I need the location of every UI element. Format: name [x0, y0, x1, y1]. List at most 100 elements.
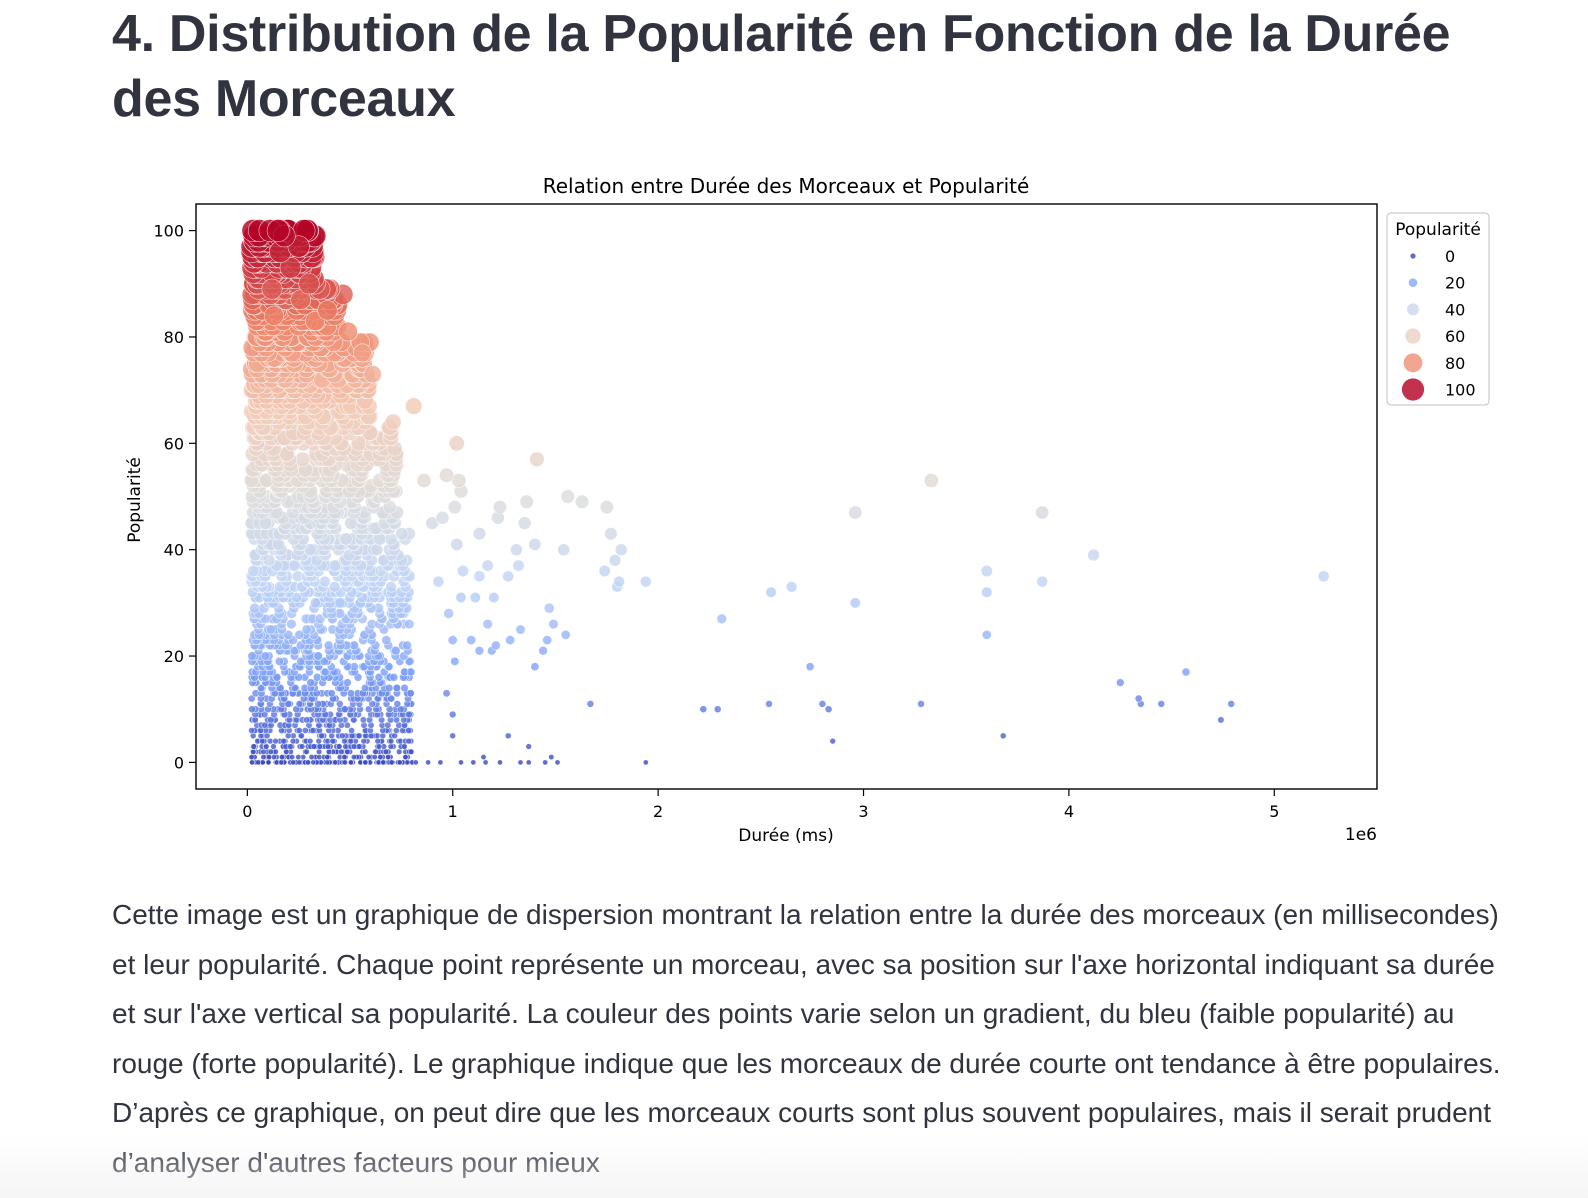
cluster-point	[404, 656, 414, 666]
y-tick-label: 80	[164, 328, 184, 347]
cluster-point	[291, 591, 303, 603]
cluster-point	[274, 656, 284, 666]
data-point	[599, 500, 614, 515]
cluster-point	[343, 678, 352, 687]
cluster-point	[260, 710, 269, 719]
cluster-point	[249, 759, 255, 766]
data-point	[981, 586, 993, 598]
data-point	[543, 602, 555, 614]
data-point	[525, 743, 532, 750]
data-point	[560, 489, 575, 504]
data-point	[614, 543, 628, 557]
data-point	[469, 591, 481, 603]
data-point	[405, 397, 423, 415]
data-point	[999, 732, 1007, 740]
cluster-point	[310, 759, 317, 766]
data-point	[548, 619, 559, 630]
data-point	[458, 759, 464, 766]
scatter-chart: Relation entre Durée des Morceaux et Pop…	[125, 174, 1490, 846]
cluster-point	[405, 727, 413, 734]
cluster-point	[321, 667, 330, 677]
cluster-point	[248, 705, 256, 714]
y-tick-label: 40	[164, 541, 184, 560]
data-point	[437, 759, 444, 766]
chart-description: Cette image est un graphique de dispersi…	[112, 899, 1501, 1178]
cluster-point	[396, 748, 403, 755]
data-point	[450, 656, 460, 666]
cluster-point	[295, 700, 304, 708]
data-point	[548, 754, 555, 761]
cluster-point	[309, 727, 317, 734]
x-axis-label: Durée (ms)	[738, 826, 833, 846]
legend-marker	[1407, 303, 1419, 316]
cluster-point	[306, 678, 315, 687]
cluster-point	[339, 732, 346, 740]
legend-label: 60	[1445, 327, 1465, 346]
cluster-point	[289, 754, 296, 761]
points-layer	[240, 219, 1330, 766]
data-point	[575, 494, 590, 509]
cluster-point	[316, 748, 323, 755]
cluster-point	[325, 748, 332, 755]
data-point	[716, 613, 727, 624]
cluster-point	[328, 581, 341, 593]
data-point	[586, 700, 595, 708]
data-point	[488, 591, 500, 603]
cluster-point	[307, 737, 314, 745]
x-tick-label: 3	[858, 802, 868, 821]
cluster-point	[248, 727, 255, 734]
data-point	[449, 710, 457, 719]
legend-marker	[1408, 278, 1418, 287]
cluster-point	[259, 759, 266, 766]
legend-label: 40	[1445, 300, 1465, 319]
cluster-point	[377, 754, 384, 761]
data-point	[1134, 694, 1143, 703]
legend-label: 80	[1445, 354, 1465, 373]
data-point	[1227, 700, 1235, 708]
x-tick-label: 5	[1269, 802, 1279, 821]
legend-label: 20	[1445, 274, 1465, 293]
cluster-point	[401, 743, 408, 750]
legend-marker	[1403, 353, 1423, 373]
cluster-point	[298, 743, 306, 750]
cluster-point	[405, 710, 413, 719]
data-point	[449, 732, 457, 740]
cluster-point	[368, 700, 377, 708]
data-point	[560, 629, 571, 640]
data-point	[504, 732, 512, 740]
cluster-point	[286, 619, 297, 630]
cluster-point	[328, 559, 341, 572]
cluster-point	[247, 564, 260, 577]
cluster-point	[314, 700, 322, 708]
data-point	[450, 537, 464, 551]
legend-title: Popularité	[1395, 220, 1481, 240]
data-point	[512, 559, 525, 572]
y-tick-label: 100	[153, 222, 184, 241]
data-point	[470, 759, 477, 766]
data-point	[980, 564, 993, 577]
cluster-point	[405, 737, 412, 745]
cluster-point	[247, 694, 256, 703]
data-point	[482, 619, 493, 630]
cluster-point	[395, 527, 409, 541]
data-point	[613, 575, 625, 588]
cluster-point	[303, 716, 311, 724]
cluster-point	[392, 683, 401, 693]
cluster-point	[249, 602, 261, 614]
cluster-point	[364, 705, 373, 714]
cluster-point	[387, 737, 395, 745]
cluster-point	[371, 754, 378, 761]
data-point	[639, 575, 652, 588]
cluster-point	[336, 700, 344, 708]
cluster-point	[308, 754, 315, 761]
data-point	[1181, 667, 1191, 677]
cluster-point	[375, 743, 383, 750]
cluster-point	[272, 737, 279, 745]
data-point	[538, 646, 548, 656]
cluster-point	[402, 640, 412, 651]
x-tick-label: 0	[242, 802, 252, 821]
cluster-point	[270, 754, 277, 761]
data-point	[542, 759, 549, 766]
legend-entries: 0 20 40 60 80 100	[1401, 247, 1476, 401]
cluster-point	[263, 743, 270, 750]
